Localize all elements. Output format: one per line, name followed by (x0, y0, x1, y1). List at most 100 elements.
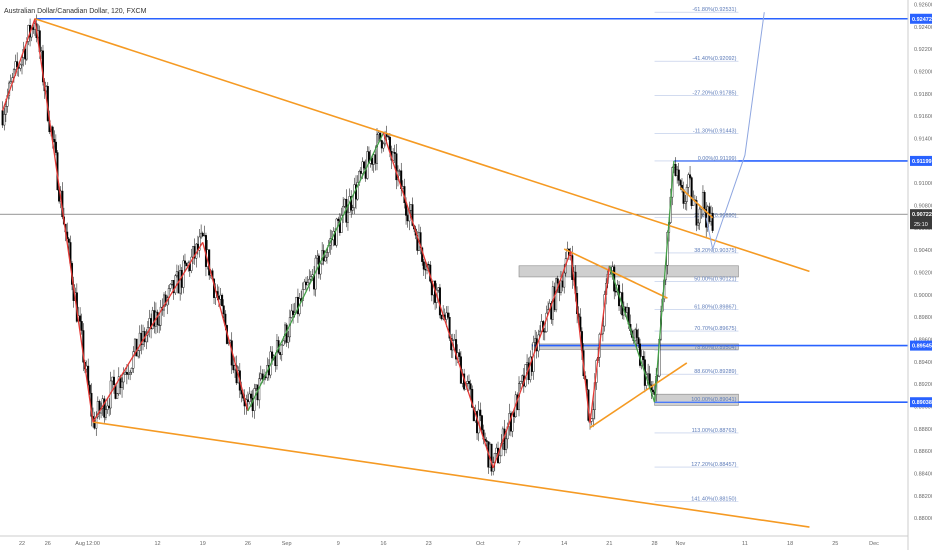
fib-label-8: 61.80%(0.89867) (694, 305, 736, 311)
price-badge-label-2: 0.90722 (912, 212, 932, 218)
y-tick-label-6: 0.91400 (914, 136, 932, 142)
candle-body (246, 399, 249, 402)
candle-body (677, 169, 680, 181)
candle-body (698, 208, 701, 224)
candle-body (53, 139, 56, 143)
candle-body (112, 376, 115, 385)
candle-body (689, 174, 692, 178)
trendline-1 (92, 421, 810, 528)
candle-body (325, 252, 328, 258)
candle-body (559, 280, 562, 293)
y-tick-label-19: 0.88800 (914, 427, 932, 433)
candle-body (9, 81, 12, 84)
price-badge-2 (910, 209, 932, 230)
candle-body (642, 355, 645, 360)
candle-body (192, 246, 195, 258)
candle-body (703, 192, 706, 210)
candle-body (648, 373, 651, 386)
candle-body (16, 61, 19, 68)
candle-body (179, 270, 182, 294)
candle-body (495, 447, 498, 454)
candle-body (98, 401, 101, 414)
candle-body (634, 329, 637, 341)
candle-body (471, 389, 474, 408)
y-tick-label-4: 0.91800 (914, 92, 932, 98)
y-tick-label-12: 0.90200 (914, 270, 932, 276)
candle-body (259, 373, 262, 379)
candle-body (351, 207, 354, 211)
candle-body (158, 324, 161, 326)
candle-body (422, 261, 425, 270)
candle-body (137, 350, 140, 357)
candle-body (346, 211, 349, 223)
wave-down-segment (569, 251, 591, 424)
x-tick-label-19: 25 (832, 541, 838, 547)
wave-down-segment (382, 132, 494, 469)
fib-label-12: 100.00%(0.89041) (691, 397, 736, 403)
candle-body (447, 312, 450, 318)
candle-body (626, 307, 629, 313)
candle-body (382, 143, 385, 149)
candle-body (4, 106, 7, 115)
candle-body (676, 169, 679, 176)
price-badge-countdown-2: 25:10 (914, 222, 928, 228)
candle-body (3, 114, 6, 126)
candle-body (406, 215, 409, 222)
x-tick-label-3: 12:00 (86, 541, 100, 547)
candle-body (411, 204, 414, 226)
candle-body (153, 310, 156, 327)
trendlines (34, 17, 810, 528)
fib-label-7: 50.00%(0.90121) (694, 276, 736, 282)
candle-body (614, 290, 617, 293)
candle-body (274, 355, 277, 366)
y-tick-label-18: 0.89000 (914, 404, 932, 410)
candle-body (440, 314, 443, 320)
x-tick-label-5: 19 (200, 541, 206, 547)
projection-line (705, 12, 765, 251)
y-tick-label-2: 0.92200 (914, 47, 932, 53)
price-badge-1 (910, 155, 932, 166)
candle-body (303, 281, 306, 290)
time-axis[interactable]: 22 26 Aug 12:00 12 19 26 Sep 9 16 23 Oct 7 14 21 28 Nov 1… (0, 535, 908, 547)
fib-label-14: 127.20%(0.88457) (691, 462, 736, 468)
candle-body (148, 318, 151, 328)
candle-body (129, 372, 132, 375)
candle-body (319, 263, 322, 275)
y-tick-label-3: 0.92000 (914, 69, 932, 75)
candle-body (409, 204, 412, 211)
price-axis[interactable]: 0.92600 0.92400 0.92200 0.92000 0.91800 0.916… (907, 0, 932, 550)
candle-body (222, 305, 225, 315)
candle-body (280, 344, 283, 355)
trendline-3 (589, 362, 688, 429)
candle-body (125, 372, 128, 375)
candle-body (637, 337, 640, 345)
candle-body (376, 134, 379, 164)
candle-body (534, 338, 537, 343)
candle-body (377, 132, 380, 136)
candle-body (88, 384, 91, 394)
y-tick-label-9: 0.90800 (914, 203, 932, 209)
candle-body (353, 184, 356, 208)
candle-body (248, 393, 251, 402)
fib-label-15: 141.40%(0.88150) (691, 496, 736, 502)
y-tick-label-1: 0.92400 (914, 25, 932, 31)
price-badge-label-1: 0.91199 (912, 159, 932, 165)
candle-body (438, 287, 441, 316)
candle-body (684, 201, 687, 204)
candle-body (356, 182, 359, 200)
wave-down-segment (34, 18, 94, 423)
chart-title: Australian Dollar/Canadian Dollar, 120, … (4, 8, 147, 15)
candle-body (54, 141, 57, 153)
candle-body (393, 152, 396, 154)
candle-body (427, 263, 430, 266)
candle-body (21, 57, 24, 66)
price-badge-3 (910, 340, 932, 351)
candle-body (19, 64, 22, 69)
candle-body (651, 389, 654, 393)
candle-body (104, 409, 107, 418)
x-tick-label-8: 9 (337, 541, 340, 547)
candle-body (505, 438, 508, 451)
